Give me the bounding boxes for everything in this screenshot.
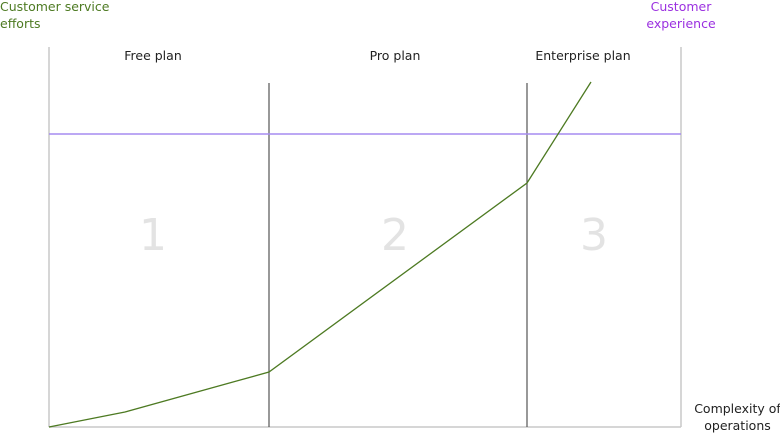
plan-label: Free plan	[124, 48, 182, 63]
zone-number: 3	[580, 210, 608, 261]
secondary-axis-label: Customer experience	[646, 0, 716, 31]
effort-curve	[48, 81, 592, 428]
plan-label: Enterprise plan	[535, 48, 631, 63]
vertical-axis-label: Customer service efforts	[0, 0, 110, 31]
horizontal-axis-label: Complexity of operations	[694, 401, 780, 433]
zone-number: 2	[381, 210, 409, 261]
zone-number: 1	[139, 210, 167, 261]
plan-label: Pro plan	[369, 48, 421, 63]
